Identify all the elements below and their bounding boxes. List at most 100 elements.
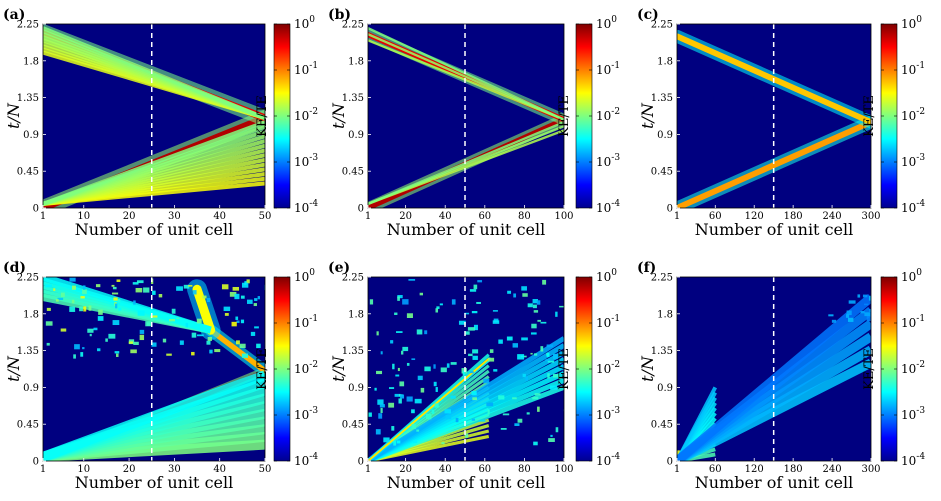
panel-b: 1 20 40 60 80 100 0 0.45 0.9 1.35 1.8 2.25 Number of… — [328, 7, 620, 239]
scatter-cell — [111, 292, 119, 295]
scatter-cell — [162, 338, 167, 343]
y-tick-label: 0.45 — [651, 420, 673, 431]
scatter-cell — [139, 329, 145, 334]
scatter-cell — [60, 292, 65, 298]
scatter-cell — [69, 306, 76, 312]
wave-ray — [368, 121, 564, 206]
scatter-cell — [396, 440, 401, 444]
scatter-cell — [60, 328, 67, 332]
y-axis-label: t/N — [638, 102, 657, 129]
x-tick-label: 60 — [478, 211, 491, 222]
scatter-cell — [468, 353, 473, 357]
scatter-cell — [469, 289, 477, 292]
plot-frame — [676, 23, 872, 209]
colorbar-tick-label: 100 — [596, 15, 617, 31]
y-axis-label: t/N — [638, 355, 657, 382]
y-tick-label: 0.9 — [657, 130, 673, 141]
colorbar-tick-label: 10-4 — [294, 199, 318, 215]
y-tick-label: 0.45 — [342, 167, 364, 178]
scatter-cell — [433, 364, 436, 369]
scatter-cell — [368, 412, 372, 417]
colorbar-label: KE/TE — [557, 95, 572, 137]
x-tick-label: 10 — [77, 464, 90, 475]
scatter-cell — [202, 295, 207, 299]
scatter-cell — [379, 404, 385, 408]
colorbar: 100 10-1 10-2 10-3 10-4 KE/TE — [862, 268, 925, 468]
scatter-cell — [555, 427, 559, 433]
plot-frame — [676, 276, 872, 462]
x-tick-label: 20 — [123, 211, 136, 222]
colorbar: 100 10-1 10-2 10-3 10-4 KE/TE — [862, 15, 925, 215]
scatter-cell — [467, 327, 475, 331]
scatter-cell — [239, 343, 246, 349]
scatter-cell — [394, 393, 401, 397]
scatter-cell — [458, 320, 466, 325]
scatter-cell — [133, 341, 139, 345]
y-tick-label: 2.25 — [342, 273, 364, 284]
x-tick-label: 1 — [674, 211, 680, 222]
scatter-cell — [145, 321, 152, 327]
y-tick-label: 2.25 — [651, 273, 673, 284]
scatter-cell — [533, 441, 538, 446]
scatter-cell — [87, 328, 94, 333]
scatter-cell — [537, 319, 542, 322]
scatter-cell — [526, 412, 530, 415]
scatter-cell — [847, 317, 854, 322]
scatter-cell — [406, 396, 413, 402]
x-tick-label: 1 — [40, 211, 46, 222]
colorbar-label: KE/TE — [255, 348, 270, 390]
x-tick-label: 80 — [518, 464, 531, 475]
y-tick-label: 0 — [358, 457, 364, 468]
x-axis-label: Number of unit cell — [387, 473, 545, 492]
scatter-cell — [171, 308, 176, 314]
scatter-cell — [536, 300, 541, 305]
scatter-cell — [545, 359, 551, 362]
scatter-cell — [71, 285, 76, 290]
x-tick-label: 240 — [823, 211, 842, 222]
scatter-cell — [498, 339, 503, 344]
colorbar-tick-label: 10-2 — [901, 360, 925, 376]
scatter-cell — [79, 306, 83, 312]
scatter-cell — [207, 336, 212, 341]
scatter-cell — [247, 299, 253, 304]
plot-frame — [42, 276, 266, 462]
scatter-cell — [471, 391, 477, 396]
colorbar-tick-label: 10-1 — [901, 61, 925, 77]
panel-label: (f) — [637, 260, 656, 276]
colorbar: 100 10-1 10-2 10-3 10-4 KE/TE — [557, 268, 620, 468]
heatmap-field — [368, 27, 564, 208]
x-tick-label: 20 — [399, 464, 412, 475]
scatter-cell — [831, 319, 837, 323]
y-tick-label: 0.45 — [17, 167, 39, 178]
scatter-cell — [514, 423, 520, 426]
y-tick-label: 1.8 — [657, 56, 673, 67]
scatter-cell — [546, 344, 554, 348]
y-tick-label: 1.35 — [17, 346, 39, 357]
scatter-cell — [416, 429, 420, 432]
scatter-cell — [108, 333, 116, 339]
scatter-cell — [411, 358, 416, 361]
y-axis-label: t/N — [4, 102, 23, 129]
scatter-cell — [392, 363, 395, 370]
panel-c: 1 60 120 180 240 300 0 0.45 0.9 1.35 1.8 2.25 Number… — [637, 7, 925, 239]
y-tick-label: 1.8 — [348, 56, 364, 67]
y-tick-label: 0 — [33, 457, 39, 468]
wave-ray — [43, 26, 265, 120]
plot-frame — [367, 276, 565, 462]
scatter-cell — [151, 342, 157, 347]
scatter-cell — [512, 397, 517, 400]
scatter-cell — [176, 286, 183, 291]
scatter-cell — [45, 321, 53, 326]
colorbar-label: KE/TE — [255, 95, 270, 137]
scatter-cell — [231, 321, 237, 327]
scatter-cell — [522, 373, 526, 378]
y-tick-label: 2.25 — [342, 20, 364, 31]
scatter-cell — [401, 350, 404, 355]
heatmap-field — [368, 278, 564, 461]
scatter-cell — [113, 297, 118, 301]
scatter-cell — [150, 315, 158, 318]
scatter-cell — [93, 327, 98, 331]
wave-ray — [677, 386, 718, 461]
scatter-cell — [517, 354, 525, 360]
